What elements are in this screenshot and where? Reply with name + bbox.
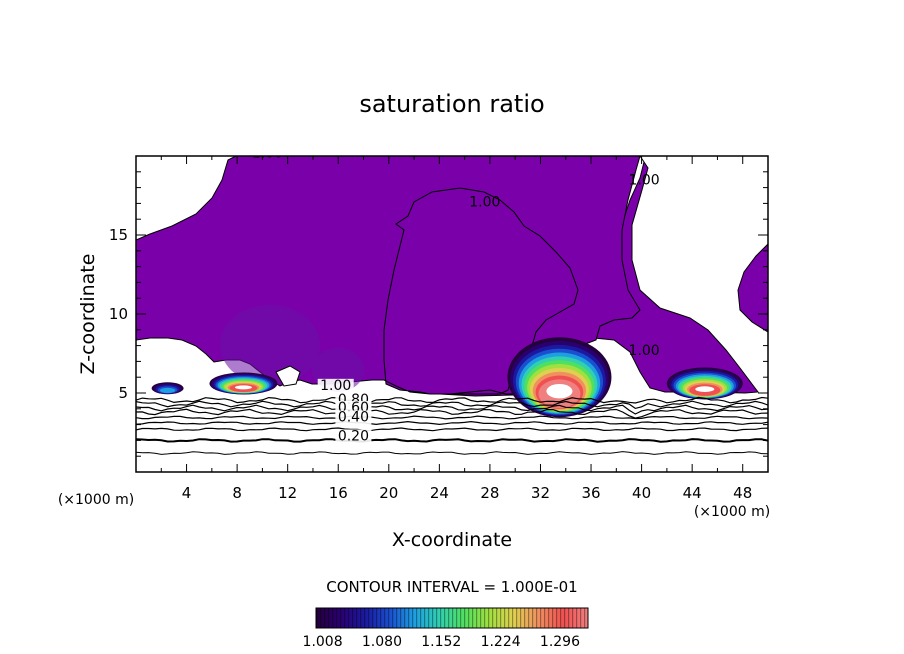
y-tick-label: 5 [118, 384, 128, 402]
x-axis-label: X-coordinate [392, 529, 512, 551]
y-axis-ticks: 5 10 15 [109, 171, 768, 457]
contour-line [136, 396, 768, 404]
core-level [159, 387, 176, 394]
core-peak [234, 385, 252, 390]
core-peak [546, 384, 573, 399]
contour-label-bg [335, 410, 372, 425]
colorbar-tick-label: 1.296 [540, 634, 580, 650]
supersaturation-cores [151, 337, 743, 418]
x-tick-label: 36 [581, 484, 600, 502]
x-axis-ticks: 4 8 12 16 20 24 28 32 36 40 44 48 [160, 156, 752, 502]
contour-label: 1.00 [252, 146, 283, 162]
x-tick-label: 28 [480, 484, 499, 502]
supersaturated-region-east [737, 243, 768, 333]
contour-line [136, 451, 768, 455]
colorbar-tick-label: 1.152 [421, 634, 461, 650]
contour-line [136, 400, 768, 410]
x-tick-label: 8 [232, 484, 242, 502]
colorbar-tick-label: 1.008 [303, 634, 343, 650]
y-tick-label: 10 [109, 305, 128, 323]
contour-label: 1.00 [469, 195, 500, 211]
contour-label: 0.20 [338, 428, 369, 444]
contour-label: 0.40 [338, 409, 369, 425]
x-tick-label: 32 [531, 484, 550, 502]
x-tick-label: 40 [632, 484, 651, 502]
y-axis-label: Z-coordinate [77, 254, 99, 375]
x-tick-label: 12 [278, 484, 297, 502]
chart-title: saturation ratio [359, 90, 544, 118]
colorbar-tick-label: 1.224 [481, 634, 521, 650]
clear-air-gap [275, 365, 301, 387]
contour-interval: CONTOUR INTERVAL = 1.000E-01 [326, 578, 577, 596]
x-tick-label: 20 [379, 484, 398, 502]
x-tick-label: 4 [182, 484, 192, 502]
colorbar: 1.008 1.080 1.152 1.224 1.296 [303, 607, 589, 650]
core-peak [695, 386, 715, 393]
contour-line [136, 408, 768, 419]
contour-line [136, 438, 768, 443]
contour-label: 1.00 [320, 378, 351, 394]
plot-area: 1.001.001.001.001.000.800.600.400.20 [136, 146, 768, 472]
contour-line [136, 404, 768, 415]
contour-label: 1.00 [629, 343, 660, 359]
contour-line [136, 415, 768, 420]
contour-line [136, 420, 768, 426]
x-tick-label: 44 [683, 484, 702, 502]
colorbar-frame [315, 607, 589, 629]
y-tick-label: 15 [109, 226, 128, 244]
contour-labels: 1.001.001.001.001.000.800.600.400.20 [252, 146, 660, 444]
contour-label-bg [317, 378, 354, 393]
colorbar-labels: 1.008 1.080 1.152 1.224 1.296 [303, 634, 581, 650]
x-unit-right: (×1000 m) [694, 504, 770, 520]
contour-label: 1.00 [629, 172, 660, 188]
x-unit-left: (×1000 m) [58, 492, 134, 508]
x-tick-label: 16 [329, 484, 348, 502]
colorbar-stripes [316, 608, 588, 628]
subsaturated-pocket-west [220, 305, 320, 385]
x-tick-label: 48 [733, 484, 752, 502]
contour-line [136, 427, 768, 432]
x-tick-label: 24 [430, 484, 449, 502]
colorbar-tick-label: 1.080 [362, 634, 402, 650]
contour-lines [136, 396, 768, 455]
contour-label-bg [335, 429, 372, 444]
